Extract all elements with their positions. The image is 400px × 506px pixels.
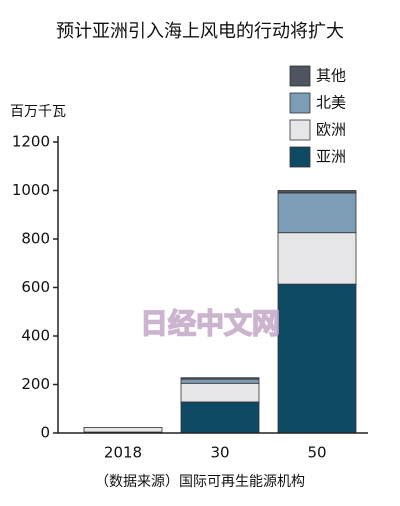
legend-swatch bbox=[289, 65, 311, 87]
x-tick-label: 30 bbox=[210, 444, 229, 462]
y-axis-label: 百万千瓦 bbox=[10, 104, 66, 120]
bar-segment bbox=[83, 427, 163, 433]
x-tick-label: 2018 bbox=[104, 444, 142, 462]
legend-label: 欧洲 bbox=[316, 121, 346, 139]
legend-label: 亚洲 bbox=[316, 148, 346, 166]
bar-segment bbox=[277, 190, 357, 194]
legend-label: 北美 bbox=[316, 94, 346, 112]
bar-segment bbox=[277, 232, 357, 285]
y-tick-label: 0 bbox=[40, 424, 50, 442]
y-tick-label: 800 bbox=[21, 230, 50, 248]
bar-segment bbox=[180, 382, 260, 403]
x-tick-label: 50 bbox=[307, 444, 326, 462]
y-tick-label: 1200 bbox=[12, 133, 50, 151]
y-tick-label: 1000 bbox=[12, 181, 50, 199]
chart-title: 预计亚洲引入海上风电的行动将扩大 bbox=[56, 21, 344, 42]
bar-segment bbox=[180, 401, 260, 434]
y-tick-label: 200 bbox=[21, 375, 50, 393]
bar-segment bbox=[180, 377, 260, 380]
source-note: （数据来源）国际可再生能源机构 bbox=[95, 474, 305, 490]
bar-segment bbox=[180, 378, 260, 384]
bar-segment bbox=[277, 283, 357, 434]
legend-swatch bbox=[289, 119, 311, 141]
y-tick-label: 600 bbox=[21, 278, 50, 296]
y-tick-label: 400 bbox=[21, 327, 50, 345]
legend-swatch bbox=[289, 92, 311, 114]
bar-segment bbox=[277, 192, 357, 234]
legend-swatch bbox=[289, 146, 311, 168]
watermark: 日经中文网 bbox=[140, 307, 280, 340]
legend-label: 其他 bbox=[316, 67, 346, 85]
